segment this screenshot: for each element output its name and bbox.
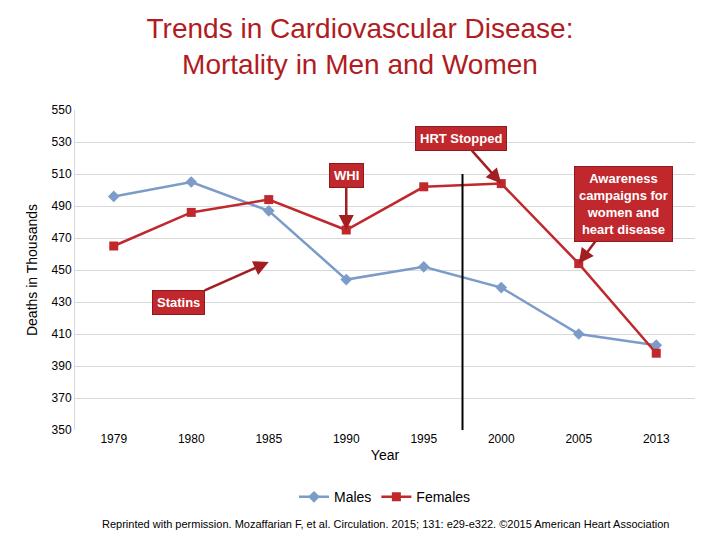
svg-text:1980: 1980 — [178, 432, 205, 446]
svg-text:Trends in Cardiovascular Disea: Trends in Cardiovascular Disease:Mortali… — [147, 13, 574, 80]
svg-text:530: 530 — [52, 135, 72, 149]
svg-text:350: 350 — [52, 423, 72, 437]
svg-text:550: 550 — [52, 103, 72, 117]
svg-text:Deaths in Thousands: Deaths in Thousands — [24, 204, 40, 336]
svg-text:1995: 1995 — [410, 432, 437, 446]
svg-text:WHI: WHI — [334, 168, 359, 183]
svg-text:1990: 1990 — [333, 432, 360, 446]
svg-text:Statins: Statins — [157, 295, 200, 310]
svg-text:Year: Year — [371, 447, 400, 463]
svg-text:Awarenesscampaigns forwomen an: Awarenesscampaigns forwomen andheart dis… — [579, 171, 668, 237]
svg-text:Females: Females — [416, 489, 470, 505]
svg-text:2013: 2013 — [643, 432, 670, 446]
svg-text:410: 410 — [52, 327, 72, 341]
svg-text:510: 510 — [52, 167, 72, 181]
svg-text:1979: 1979 — [100, 432, 127, 446]
svg-text:430: 430 — [52, 295, 72, 309]
svg-text:490: 490 — [52, 199, 72, 213]
svg-text:Males: Males — [334, 489, 371, 505]
svg-text:450: 450 — [52, 263, 72, 277]
svg-text:HRT Stopped: HRT Stopped — [420, 131, 502, 146]
svg-text:1985: 1985 — [255, 432, 282, 446]
svg-text:2000: 2000 — [488, 432, 515, 446]
svg-text:2005: 2005 — [565, 432, 592, 446]
svg-text:390: 390 — [52, 359, 72, 373]
svg-text:470: 470 — [52, 231, 72, 245]
svg-text:Reprinted with permission. Moz: Reprinted with permission. Mozaffarian F… — [102, 518, 669, 530]
svg-text:370: 370 — [52, 391, 72, 405]
